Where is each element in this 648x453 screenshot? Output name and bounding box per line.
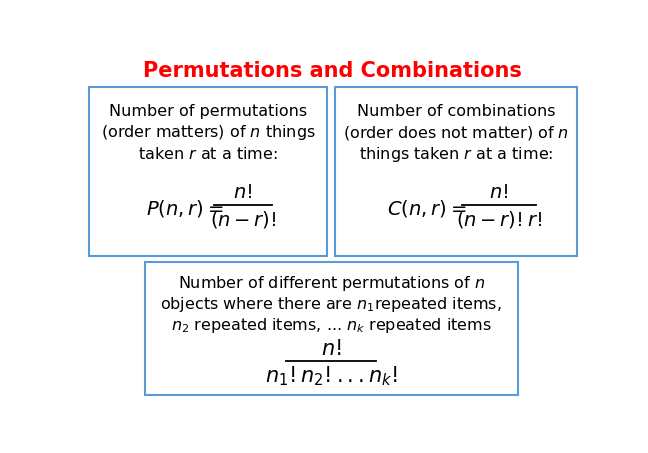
Text: things taken $\mathit{r}$ at a time:: things taken $\mathit{r}$ at a time: [359, 145, 553, 164]
Bar [335, 87, 577, 256]
Text: $n!$: $n!$ [321, 339, 341, 359]
Text: $n_1!n_2!...n_k!$: $n_1!n_2!...n_k!$ [265, 364, 398, 388]
Text: $(n-r)!r!$: $(n-r)!r!$ [456, 209, 542, 230]
Text: (order does not matter) of $\mathit{n}$: (order does not matter) of $\mathit{n}$ [343, 124, 569, 142]
Text: $(n-r)!$: $(n-r)!$ [210, 209, 276, 230]
Text: $P(n,r) = $: $P(n,r) = $ [146, 198, 224, 219]
Text: objects where there are $n_1$repeated items,: objects where there are $n_1$repeated it… [161, 295, 502, 314]
Bar [89, 87, 327, 256]
Text: Number of combinations: Number of combinations [357, 104, 555, 119]
Text: Number of permutations: Number of permutations [109, 104, 307, 119]
Text: (order matters) of $\mathit{n}$ things: (order matters) of $\mathit{n}$ things [100, 123, 316, 142]
Text: $C(n,r) = $: $C(n,r) = $ [387, 198, 467, 219]
Bar [145, 262, 518, 395]
Text: $n!$: $n!$ [489, 183, 508, 202]
Text: taken $\mathit{r}$ at a time:: taken $\mathit{r}$ at a time: [138, 146, 278, 163]
Text: $n!$: $n!$ [233, 183, 253, 202]
Text: Number of different permutations of $\mathit{n}$: Number of different permutations of $\ma… [178, 275, 485, 294]
Text: $n_2$ repeated items, ... $n_k$ repeated items: $n_2$ repeated items, ... $n_k$ repeated… [171, 316, 492, 335]
Text: Permutations and Combinations: Permutations and Combinations [143, 61, 522, 81]
